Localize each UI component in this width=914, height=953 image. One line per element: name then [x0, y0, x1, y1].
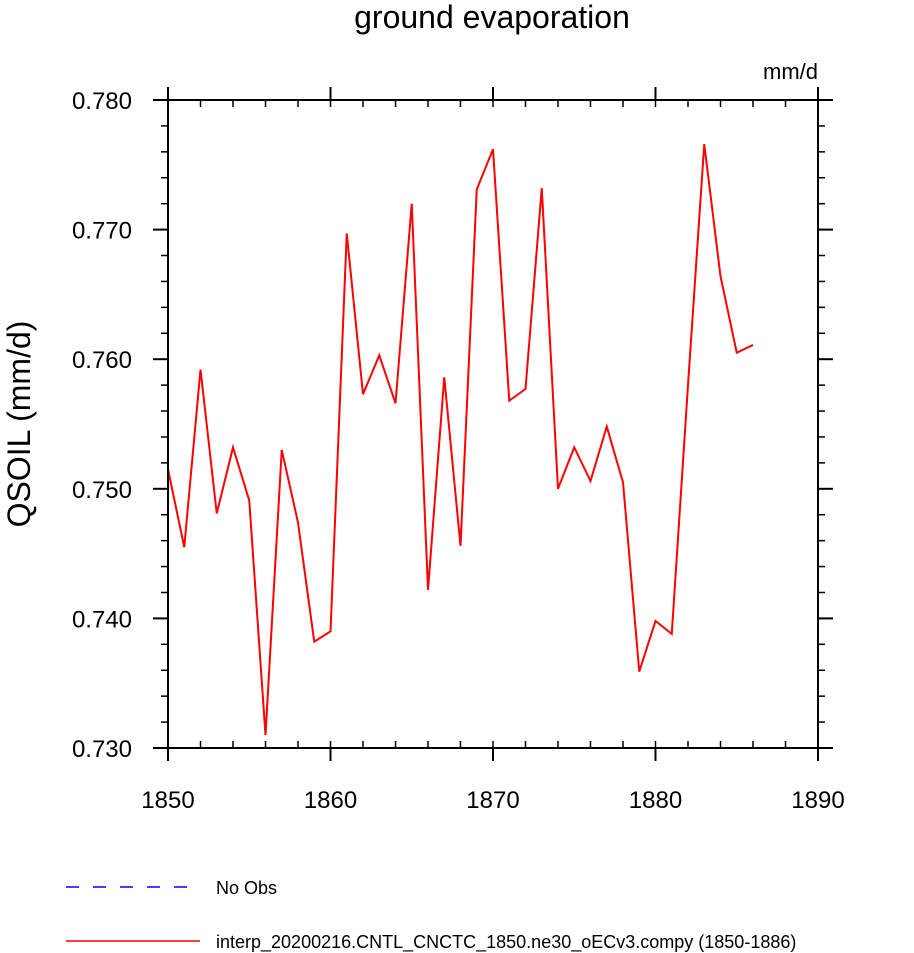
- legend-label-no-obs: No Obs: [216, 878, 277, 898]
- chart-title: ground evaporation: [354, 0, 630, 35]
- y-tick-label: 0.770: [72, 218, 132, 245]
- plot-frame: [167, 99, 819, 749]
- x-tick-label: 1880: [629, 787, 682, 814]
- legend: No Obs interp_20200216.CNTL_CNCTC_1850.n…: [66, 878, 796, 953]
- major-ticks: [153, 87, 833, 761]
- x-tick-label: 1850: [141, 787, 194, 814]
- y-tick-label: 0.780: [72, 88, 132, 115]
- x-tick-label: 1870: [466, 787, 519, 814]
- x-tick-labels: 1850 1860 1870 1880 1890: [141, 787, 844, 814]
- y-axis-label: QSOIL (mm/d): [1, 321, 37, 528]
- y-tick-label: 0.760: [72, 347, 132, 374]
- units-label: mm/d: [763, 59, 818, 84]
- x-tick-label: 1890: [791, 787, 844, 814]
- legend-label-model: interp_20200216.CNTL_CNCTC_1850.ne30_oEC…: [216, 932, 796, 953]
- y-tick-label: 0.750: [72, 477, 132, 504]
- y-tick-label: 0.730: [72, 736, 132, 763]
- x-tick-label: 1860: [304, 787, 357, 814]
- y-tick-label: 0.740: [72, 606, 132, 633]
- series-line: [167, 143, 754, 736]
- y-tick-labels: 0.730 0.740 0.750 0.760 0.770 0.780: [72, 88, 132, 763]
- series-lines: [167, 143, 754, 736]
